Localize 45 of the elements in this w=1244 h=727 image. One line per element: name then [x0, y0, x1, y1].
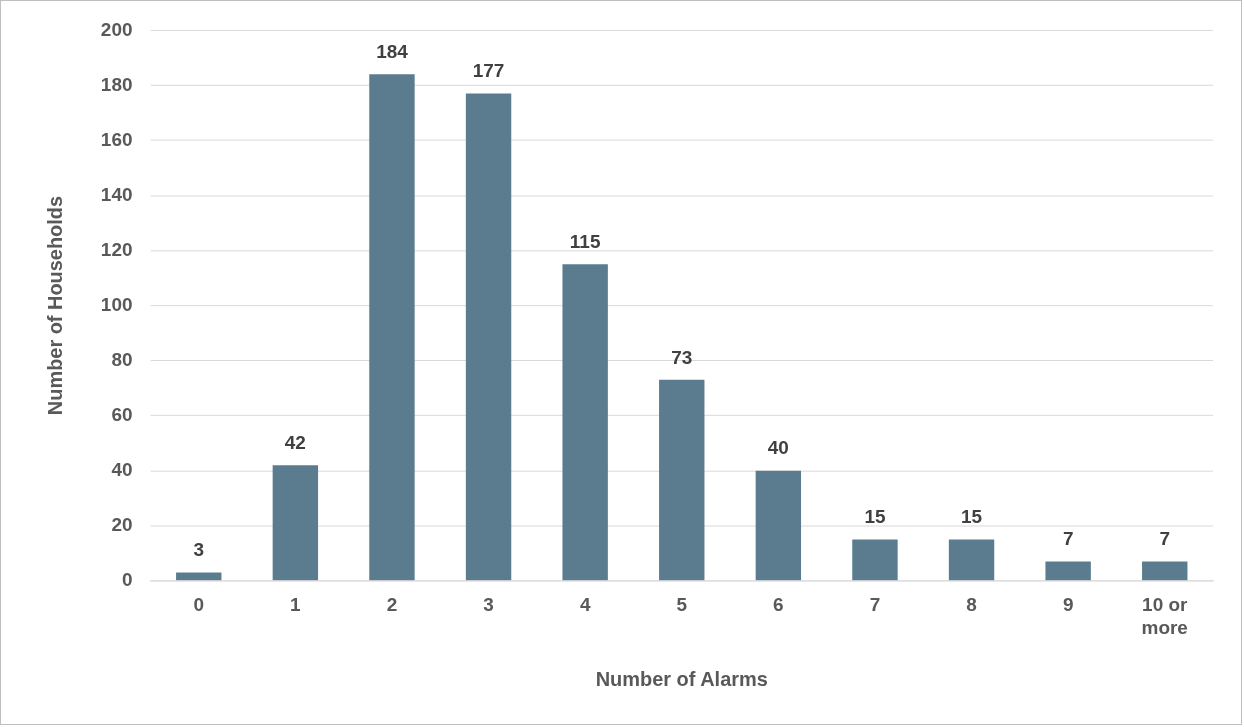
y-tick-label: 60 — [111, 403, 133, 425]
x-tick-label: 8 — [966, 594, 977, 616]
x-tick-label: 0 — [193, 594, 205, 616]
data-label: 73 — [671, 346, 693, 368]
bar — [369, 74, 415, 581]
x-tick-label: 3 — [483, 594, 494, 616]
bar — [465, 93, 512, 581]
x-tick-label: 6 — [773, 594, 784, 616]
data-label: 7 — [1062, 528, 1074, 550]
y-tick-label: 80 — [111, 348, 133, 370]
y-tick-label: 40 — [111, 458, 133, 480]
data-label: 42 — [284, 431, 306, 453]
bar — [659, 379, 705, 581]
data-label: 177 — [472, 60, 505, 82]
data-label: 40 — [767, 437, 789, 459]
data-label: 15 — [864, 506, 886, 528]
bar — [948, 539, 995, 581]
y-axis-title: Number of Households — [44, 195, 67, 416]
bar — [755, 470, 802, 581]
x-tick-label: 9 — [1062, 594, 1074, 616]
y-tick-label: 180 — [100, 73, 133, 95]
x-tick-label: 10 or more — [1141, 594, 1189, 639]
x-tick-label: 5 — [676, 594, 688, 616]
bar — [272, 465, 319, 581]
y-tick-label: 200 — [100, 18, 133, 40]
bar — [1142, 561, 1188, 581]
y-tick-label: 120 — [100, 238, 133, 260]
data-label: 184 — [376, 41, 409, 63]
y-tick-label: 100 — [100, 293, 133, 315]
y-tick-label: 0 — [121, 569, 133, 591]
x-tick-label: 1 — [290, 594, 301, 616]
bar — [1045, 561, 1091, 581]
y-tick-label: 20 — [111, 513, 133, 535]
x-tick-label: 7 — [869, 594, 881, 616]
y-tick-label: 140 — [100, 183, 133, 205]
bar — [562, 264, 608, 581]
bar — [852, 539, 898, 581]
x-tick-label: 2 — [386, 594, 398, 616]
data-label: 15 — [961, 506, 983, 528]
x-tick-label: 4 — [579, 594, 591, 616]
data-label: 7 — [1159, 528, 1171, 550]
data-label: 115 — [569, 231, 601, 253]
x-axis-title: Number of Alarms — [595, 667, 768, 690]
y-tick-label: 160 — [100, 128, 133, 150]
data-label: 3 — [193, 539, 205, 561]
